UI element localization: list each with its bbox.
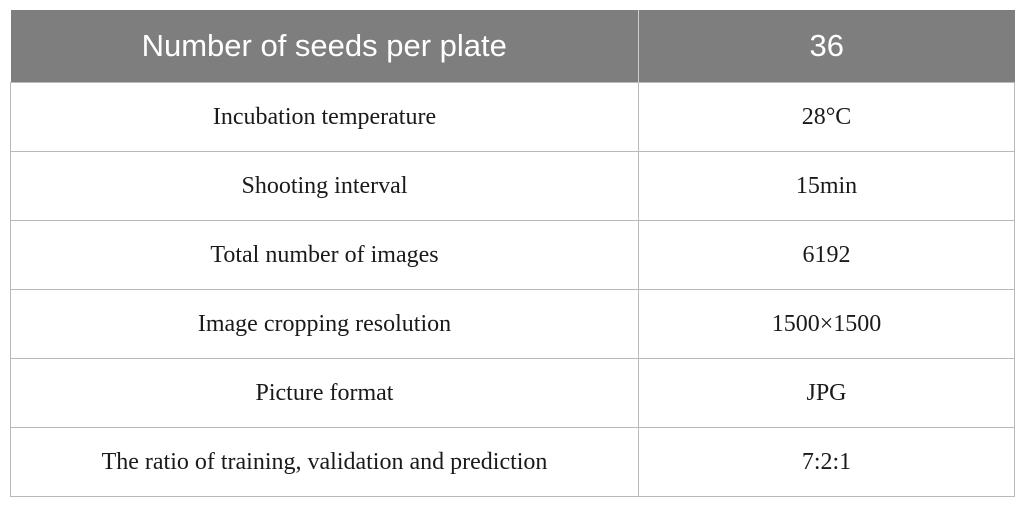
header-label-cell: Number of seeds per plate xyxy=(10,10,639,83)
row-label-cell: Total number of images xyxy=(10,220,639,290)
row-label-cell: The ratio of training, validation and pr… xyxy=(10,427,639,497)
row-value-cell: 28°C xyxy=(638,82,1015,152)
table-row: Image cropping resolution 1500×1500 xyxy=(10,289,1015,359)
table-header: Number of seeds per plate 36 xyxy=(10,10,1015,83)
table-row: Picture format JPG xyxy=(10,358,1015,428)
parameter-table-container: Number of seeds per plate 36 Incubation … xyxy=(10,10,1015,497)
row-label-cell: Image cropping resolution xyxy=(10,289,639,359)
row-label-cell: Picture format xyxy=(10,358,639,428)
row-value-cell: 15min xyxy=(638,151,1015,221)
header-row: Number of seeds per plate 36 xyxy=(10,10,1015,83)
table-row: The ratio of training, validation and pr… xyxy=(10,427,1015,497)
header-value-cell: 36 xyxy=(638,10,1015,83)
row-label-cell: Shooting interval xyxy=(10,151,639,221)
row-value-cell: JPG xyxy=(638,358,1015,428)
table-body: Incubation temperature 28°C Shooting int… xyxy=(10,82,1015,497)
row-label-cell: Incubation temperature xyxy=(10,82,639,152)
row-value-cell: 7:2:1 xyxy=(638,427,1015,497)
row-value-cell: 1500×1500 xyxy=(638,289,1015,359)
table-row: Shooting interval 15min xyxy=(10,151,1015,221)
table-row: Incubation temperature 28°C xyxy=(10,82,1015,152)
parameter-table: Number of seeds per plate 36 Incubation … xyxy=(10,10,1015,497)
row-value-cell: 6192 xyxy=(638,220,1015,290)
table-row: Total number of images 6192 xyxy=(10,220,1015,290)
